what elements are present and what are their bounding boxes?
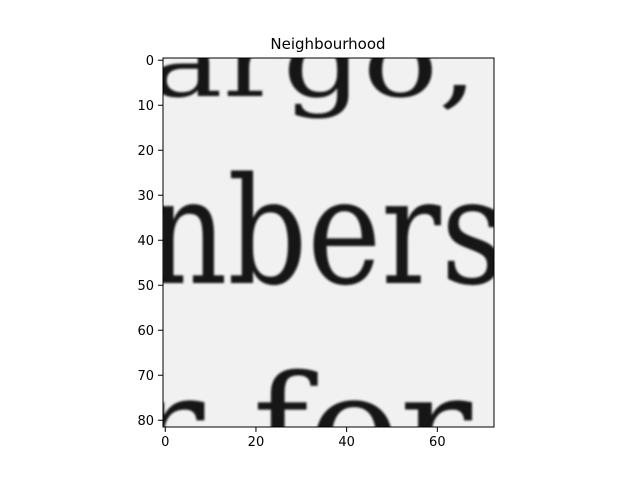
x-tick-label: 0 <box>161 435 169 450</box>
y-tick-label: 20 <box>137 144 154 159</box>
y-tick-label: 0 <box>146 54 154 69</box>
y-tick-label: 70 <box>137 369 154 384</box>
y-axis: 0 10 20 30 40 50 60 70 80 <box>137 54 163 429</box>
paper-background <box>163 58 494 427</box>
x-tick-label: 40 <box>338 435 355 450</box>
text-line-2: nbers <box>147 146 505 318</box>
y-tick-label: 10 <box>137 99 154 114</box>
y-tick-label: 50 <box>137 279 154 294</box>
image-area: argo, nbers r for <box>132 3 505 480</box>
x-axis: 0 20 40 60 <box>161 427 446 450</box>
text-line-1: argo, <box>148 3 478 120</box>
x-tick-label: 60 <box>429 435 446 450</box>
text-line-3: r for <box>132 346 472 480</box>
axes-frame <box>162 57 495 428</box>
y-tick-label: 80 <box>137 414 154 429</box>
chart-title: Neighbourhood <box>270 35 385 53</box>
y-tick-label: 30 <box>137 189 154 204</box>
scanned-text: argo, nbers r for <box>132 3 505 480</box>
y-tick-label: 60 <box>137 324 154 339</box>
x-tick-label: 20 <box>248 435 265 450</box>
y-tick-label: 40 <box>137 234 154 249</box>
